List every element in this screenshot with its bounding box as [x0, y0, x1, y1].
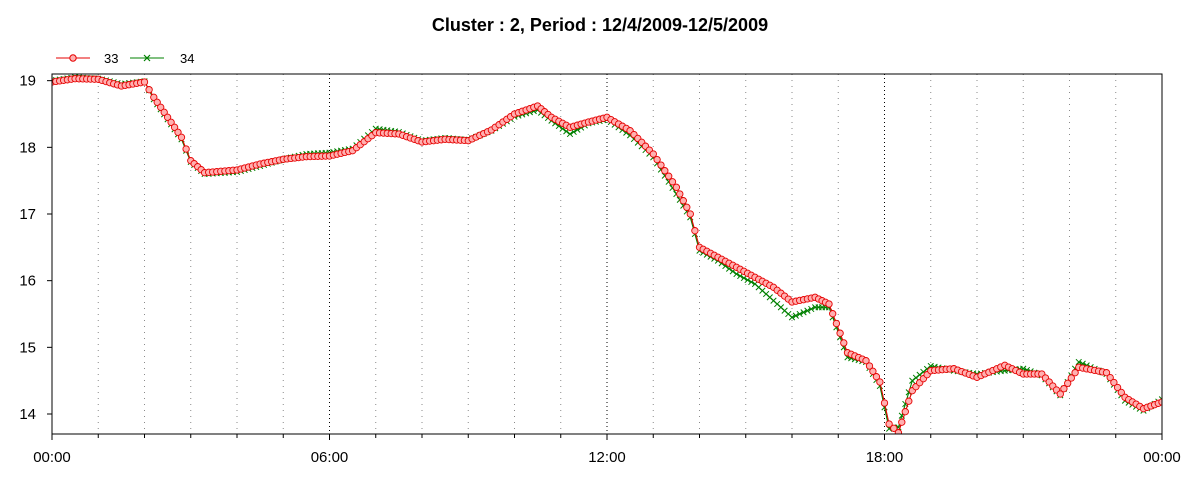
data-point-33	[1117, 388, 1125, 397]
data-point-33	[872, 373, 881, 381]
data-point-33	[836, 329, 844, 337]
data-point-33	[668, 178, 677, 186]
legend-marker-34	[143, 54, 151, 62]
data-point-33	[653, 155, 661, 164]
y-tick-label: 14	[19, 406, 36, 423]
data-point-33	[665, 172, 673, 180]
data-point-33	[1106, 373, 1114, 382]
axes: 00:00 06:00 12:00 18:00 00:00 14 15 16 17 18 19	[19, 73, 1180, 466]
data-point-33	[829, 310, 837, 318]
data-point-33	[862, 357, 870, 365]
data-point-33	[890, 424, 898, 432]
legend-label-34: 34	[180, 51, 194, 66]
data-point-33	[683, 203, 691, 211]
data-point-33	[898, 418, 906, 426]
data-point-33	[672, 183, 681, 191]
x-tick-label: 18:00	[866, 449, 904, 466]
data-point-33	[157, 103, 165, 111]
data-point-33	[885, 420, 893, 428]
data-point-34	[792, 312, 800, 319]
data-point-33	[869, 367, 877, 375]
legend: 33 34	[56, 51, 194, 66]
data-point-33	[657, 161, 665, 169]
data-point-33	[865, 362, 874, 370]
data-point-33	[880, 399, 889, 407]
data-point-33	[167, 118, 175, 126]
plot-frame	[51, 73, 1163, 435]
data-point-34	[566, 130, 574, 138]
data-point-34	[788, 314, 796, 321]
data-point-33	[1110, 378, 1118, 387]
grid	[97, 74, 1117, 434]
data-point-34	[804, 307, 811, 314]
data-point-34	[1075, 358, 1082, 366]
data-point-33	[182, 145, 190, 153]
data-point-33	[691, 227, 699, 235]
y-tick-label: 16	[19, 273, 36, 290]
data-point-33	[1064, 379, 1072, 387]
data-point-33	[1158, 398, 1162, 406]
data-point-34	[909, 377, 916, 384]
data-point-33	[1102, 369, 1111, 377]
y-tick-label: 19	[19, 73, 36, 90]
data-point-33	[686, 210, 694, 218]
data-point-33	[901, 408, 909, 416]
data-point-33	[676, 190, 684, 198]
data-point-33	[894, 429, 903, 434]
data-point-33	[170, 123, 179, 131]
data-point-33	[832, 319, 841, 328]
data-point-33	[174, 128, 182, 136]
series-layer	[52, 74, 1162, 434]
legend-item-33: 33	[56, 51, 118, 66]
x-tick-label: 00:00	[1143, 449, 1181, 466]
data-point-33	[1071, 369, 1079, 377]
x-tick-label: 12:00	[588, 449, 626, 466]
data-point-33	[177, 133, 186, 141]
chart-title: Cluster : 2, Period : 12/4/2009-12/5/200…	[432, 15, 768, 35]
data-point-33	[840, 339, 848, 347]
data-point-33	[649, 150, 657, 158]
data-point-34	[800, 309, 807, 316]
series-33	[52, 75, 1162, 434]
data-point-33	[153, 98, 161, 106]
y-tick-label: 18	[19, 139, 36, 156]
data-point-34	[796, 310, 803, 318]
data-point-33	[1056, 390, 1064, 398]
data-point-33	[145, 86, 153, 94]
data-point-33	[1067, 374, 1075, 382]
data-point-33	[163, 113, 172, 121]
data-point-33	[150, 93, 158, 101]
y-tick-label: 15	[19, 339, 36, 356]
data-point-33	[1113, 383, 1122, 392]
legend-item-34: 34	[130, 51, 194, 66]
data-point-33	[1060, 385, 1068, 393]
data-point-33	[679, 197, 687, 205]
legend-label-33: 33	[104, 51, 118, 66]
x-tick-label: 00:00	[33, 449, 71, 466]
data-point-33	[825, 300, 833, 308]
data-point-33	[661, 167, 669, 175]
x-tick-label: 06:00	[311, 449, 349, 466]
data-point-33	[905, 397, 913, 405]
data-point-34	[808, 305, 815, 313]
legend-marker-33	[69, 54, 77, 62]
data-point-33	[140, 78, 149, 86]
y-tick-label: 17	[19, 206, 36, 223]
data-point-33	[876, 378, 884, 386]
data-point-33	[160, 108, 168, 116]
